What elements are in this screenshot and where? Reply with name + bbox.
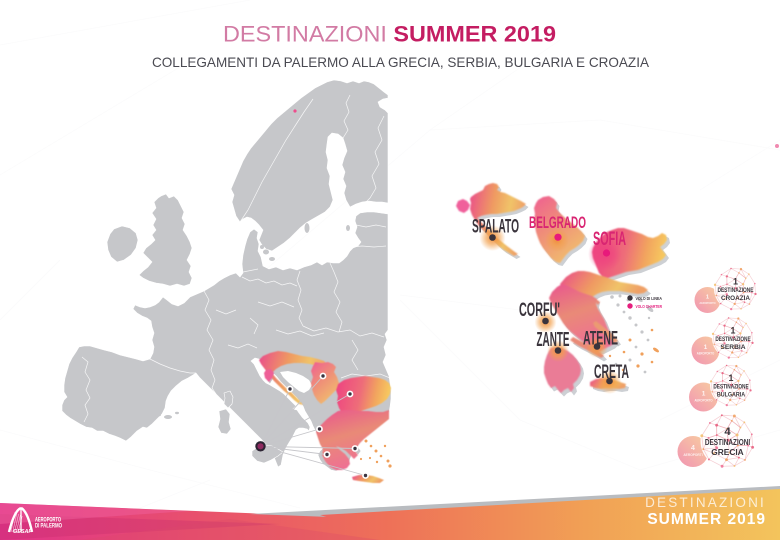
svg-text:DESTINAZIONI SUMMER 2019: DESTINAZIONI SUMMER 2019	[223, 21, 556, 46]
svg-text:DI PALERMO: DI PALERMO	[35, 523, 62, 530]
svg-text:CRETA: CRETA	[594, 361, 629, 383]
svg-text:AEROPORTO: AEROPORTO	[694, 398, 712, 402]
svg-text:1: 1	[731, 325, 736, 335]
svg-text:BELGRADO: BELGRADO	[529, 213, 586, 232]
svg-text:1: 1	[733, 276, 738, 286]
svg-text:AEROPORTI: AEROPORTI	[683, 453, 702, 457]
svg-text:SOFIA: SOFIA	[593, 228, 626, 250]
svg-text:VOLO CHARTER: VOLO CHARTER	[636, 304, 663, 310]
svg-text:DESTINAZIONI: DESTINAZIONI	[705, 438, 750, 447]
svg-text:GRECIA: GRECIA	[711, 448, 744, 457]
svg-text:AEROPORTO: AEROPORTO	[35, 517, 61, 524]
svg-text:COLLEGAMENTI DA PALERMO ALLA G: COLLEGAMENTI DA PALERMO ALLA GRECIA, SER…	[152, 55, 650, 70]
svg-text:BULGARIA: BULGARIA	[717, 391, 746, 398]
svg-text:ATENE: ATENE	[583, 328, 618, 350]
svg-text:VOLO DI LINEA: VOLO DI LINEA	[636, 296, 663, 302]
svg-text:1: 1	[702, 391, 706, 398]
svg-text:CROAZIA: CROAZIA	[721, 295, 751, 302]
svg-text:CORFU': CORFU'	[519, 299, 560, 321]
svg-text:1: 1	[704, 344, 708, 351]
svg-text:SERBIA: SERBIA	[720, 344, 746, 351]
svg-text:1: 1	[729, 373, 734, 383]
svg-text:AEROPORTO: AEROPORTO	[697, 352, 715, 356]
svg-text:1: 1	[706, 295, 710, 301]
svg-text:SPALATO: SPALATO	[472, 217, 519, 238]
svg-text:4: 4	[724, 426, 731, 438]
svg-text:DESTINAZIONE: DESTINAZIONE	[713, 384, 748, 391]
svg-text:DESTINAZIONE: DESTINAZIONE	[715, 336, 750, 343]
svg-text:AEROPORTO: AEROPORTO	[699, 301, 716, 305]
svg-text:DESTINAZIONE: DESTINAZIONE	[717, 287, 753, 294]
svg-text:GESAP: GESAP	[13, 529, 33, 535]
svg-text:SUMMER 2019: SUMMER 2019	[647, 511, 766, 528]
svg-text:4: 4	[691, 445, 695, 452]
svg-text:DESTINAZIONI: DESTINAZIONI	[645, 495, 766, 510]
svg-text:ZANTE: ZANTE	[537, 329, 570, 351]
